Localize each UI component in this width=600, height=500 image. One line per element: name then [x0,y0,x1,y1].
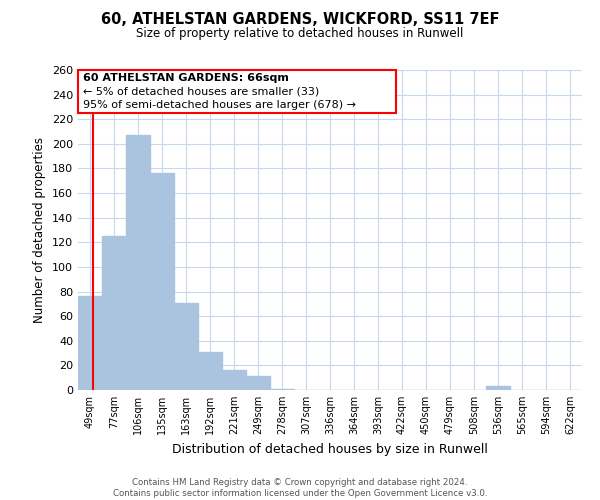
Bar [270,389,294,390]
Bar [150,174,174,390]
Text: 60, ATHELSTAN GARDENS, WICKFORD, SS11 7EF: 60, ATHELSTAN GARDENS, WICKFORD, SS11 7E… [101,12,499,28]
Text: Contains HM Land Registry data © Crown copyright and database right 2024.
Contai: Contains HM Land Registry data © Crown c… [113,478,487,498]
X-axis label: Distribution of detached houses by size in Runwell: Distribution of detached houses by size … [172,442,488,456]
Bar [486,386,510,390]
FancyBboxPatch shape [78,70,395,113]
Bar [102,236,126,390]
Bar [126,135,150,390]
Text: Size of property relative to detached houses in Runwell: Size of property relative to detached ho… [136,28,464,40]
Text: 60 ATHELSTAN GARDENS: 66sqm: 60 ATHELSTAN GARDENS: 66sqm [83,72,289,83]
Bar [198,352,222,390]
Bar [246,376,270,390]
Bar [222,370,246,390]
Bar [78,296,102,390]
Text: ← 5% of detached houses are smaller (33): ← 5% of detached houses are smaller (33) [83,86,319,96]
Y-axis label: Number of detached properties: Number of detached properties [34,137,46,323]
Bar [174,302,198,390]
Text: 95% of semi-detached houses are larger (678) →: 95% of semi-detached houses are larger (… [83,100,356,110]
